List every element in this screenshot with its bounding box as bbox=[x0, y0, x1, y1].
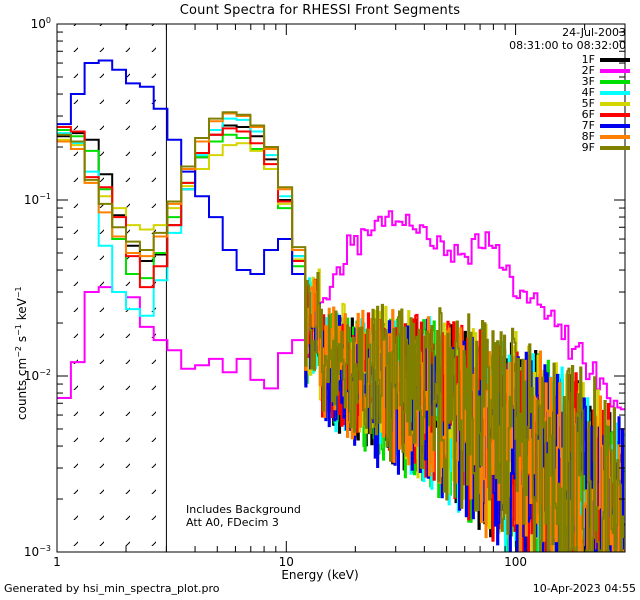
legend-color-swatch bbox=[600, 90, 630, 95]
legend-color-swatch bbox=[600, 145, 630, 150]
legend-item-6f[interactable]: 6F bbox=[470, 109, 630, 120]
axis-tick-label: 10−2 bbox=[23, 368, 51, 383]
legend-item-label: 3F bbox=[581, 75, 595, 88]
axes-layer bbox=[56, 23, 626, 553]
legend-color-swatch bbox=[600, 134, 630, 139]
axis-tick-label: 10−3 bbox=[23, 544, 51, 559]
legend-item-3f[interactable]: 3F bbox=[470, 76, 630, 87]
legend-item-4f[interactable]: 4F bbox=[470, 87, 630, 98]
legend-item-5f[interactable]: 5F bbox=[470, 98, 630, 109]
legend-item-label: 6F bbox=[581, 108, 595, 121]
legend: 24-Jul-2003 08:31:00 to 08:32:00 1F 2F 3F 4… bbox=[470, 26, 630, 153]
legend-entries: 1F 2F 3F 4F 5F 6F 7F 8F 9F bbox=[470, 54, 630, 153]
legend-item-1f[interactable]: 1F bbox=[470, 54, 630, 65]
axis-tick-label: 1 bbox=[53, 555, 61, 569]
x-axis-label: Energy (keV) bbox=[281, 568, 359, 582]
legend-date: 24-Jul-2003 bbox=[562, 26, 626, 39]
legend-color-swatch bbox=[600, 68, 630, 73]
annotation-line-2: Att A0, FDecim 3 bbox=[186, 516, 279, 529]
legend-color-swatch bbox=[600, 79, 630, 84]
legend-item-label: 8F bbox=[581, 130, 595, 143]
legend-item-label: 4F bbox=[581, 86, 595, 99]
legend-color-swatch bbox=[600, 112, 630, 117]
y-axis-label: counts cm−2 s−1 keV−1 bbox=[14, 286, 29, 420]
legend-color-swatch bbox=[600, 57, 630, 62]
legend-item-label: 9F bbox=[581, 141, 595, 154]
spectra-series-layer bbox=[57, 59, 625, 552]
legend-item-label: 5F bbox=[581, 97, 595, 110]
legend-item-label: 1F bbox=[581, 53, 595, 66]
legend-item-2f[interactable]: 2F bbox=[470, 65, 630, 76]
plot-annotation: Includes Background Att A0, FDecim 3 bbox=[186, 503, 301, 529]
legend-color-swatch bbox=[600, 123, 630, 128]
legend-item-label: 7F bbox=[581, 119, 595, 132]
page-title: Count Spectra for RHESSI Front Segments bbox=[179, 3, 461, 18]
legend-item-9f[interactable]: 9F bbox=[470, 142, 630, 153]
footer-timestamp: 10-Apr-2023 04:55 bbox=[532, 582, 636, 595]
legend-color-swatch bbox=[600, 101, 630, 106]
legend-item-7f[interactable]: 7F bbox=[470, 120, 630, 131]
legend-time-range: 08:31:00 to 08:32:00 bbox=[509, 39, 626, 52]
axis-tick-label: 100 bbox=[504, 555, 528, 569]
axis-tick-label: 100 bbox=[30, 16, 51, 31]
legend-item-8f[interactable]: 8F bbox=[470, 131, 630, 142]
legend-item-label: 2F bbox=[581, 64, 595, 77]
axis-tick-label: 10 bbox=[278, 555, 294, 569]
footer-generator-text: Generated by hsi_min_spectra_plot.pro bbox=[4, 582, 220, 595]
annotation-line-1: Includes Background bbox=[186, 503, 301, 516]
axis-tick-label: 10−1 bbox=[23, 192, 51, 207]
